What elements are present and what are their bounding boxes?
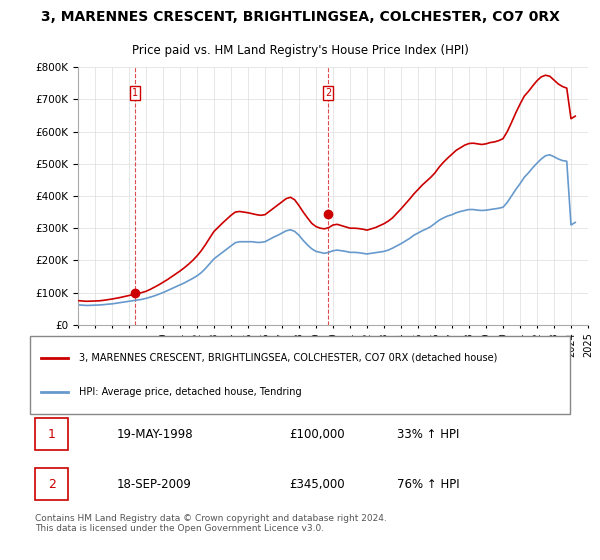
Text: 18-SEP-2009: 18-SEP-2009 [116, 478, 191, 491]
Text: 3, MARENNES CRESCENT, BRIGHTLINGSEA, COLCHESTER, CO7 0RX: 3, MARENNES CRESCENT, BRIGHTLINGSEA, COL… [41, 10, 559, 24]
Text: Price paid vs. HM Land Registry's House Price Index (HPI): Price paid vs. HM Land Registry's House … [131, 44, 469, 57]
Text: HPI: Average price, detached house, Tendring: HPI: Average price, detached house, Tend… [79, 388, 301, 398]
FancyBboxPatch shape [35, 418, 68, 450]
Text: £345,000: £345,000 [289, 478, 345, 491]
Text: 3, MARENNES CRESCENT, BRIGHTLINGSEA, COLCHESTER, CO7 0RX (detached house): 3, MARENNES CRESCENT, BRIGHTLINGSEA, COL… [79, 353, 497, 363]
FancyBboxPatch shape [30, 336, 570, 414]
Text: 2: 2 [325, 88, 331, 98]
FancyBboxPatch shape [35, 468, 68, 501]
Text: £100,000: £100,000 [289, 428, 345, 441]
Text: 1: 1 [47, 428, 56, 441]
Text: 19-MAY-1998: 19-MAY-1998 [116, 428, 193, 441]
Text: 33% ↑ HPI: 33% ↑ HPI [397, 428, 460, 441]
Text: 76% ↑ HPI: 76% ↑ HPI [397, 478, 460, 491]
Text: 1: 1 [133, 88, 139, 98]
Text: Contains HM Land Registry data © Crown copyright and database right 2024.
This d: Contains HM Land Registry data © Crown c… [35, 514, 387, 534]
Text: 2: 2 [47, 478, 56, 491]
